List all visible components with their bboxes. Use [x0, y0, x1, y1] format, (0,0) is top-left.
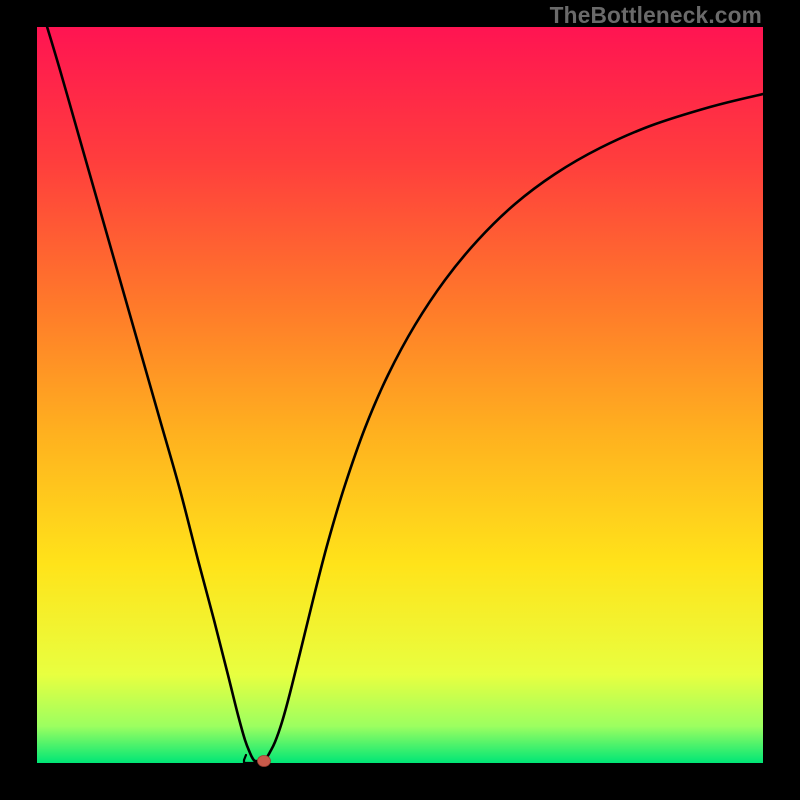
chart-svg [0, 0, 800, 800]
minimum-marker [258, 756, 271, 767]
chart-container: TheBottleneck.com [0, 0, 800, 800]
bottleneck-curve [42, 10, 763, 761]
